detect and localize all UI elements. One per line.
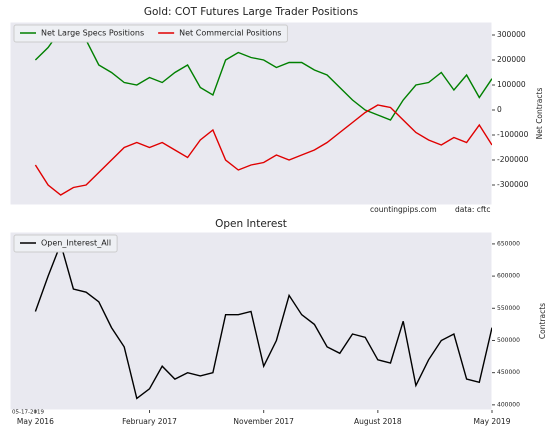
x-tick-label: November 2017 (233, 417, 294, 426)
y-tick-label: -200000 (497, 155, 529, 164)
legend-label: Net Large Specs Positions (41, 29, 144, 38)
y-tick-label: 400000 (497, 401, 520, 408)
series-line (34, 241, 492, 400)
series-line (34, 104, 492, 196)
annotation: 05-17-2019 (12, 410, 44, 416)
series-line (34, 29, 492, 121)
legend-label: Open_Interest_All (41, 239, 111, 248)
x-tick-label: February 2017 (122, 417, 177, 426)
y-tick-label: 0 (497, 105, 502, 114)
x-tick-label: August 2018 (354, 417, 402, 426)
legend-box (13, 24, 288, 43)
plot-area (9, 231, 493, 411)
y-tick-label: 450000 (497, 369, 520, 376)
y-tick-label: 300000 (497, 30, 526, 39)
y-tick-label: 550000 (497, 305, 520, 312)
y-tick-label: 600000 (497, 273, 520, 280)
y-tick-label: 200000 (497, 55, 526, 64)
x-tick-label: May 2019 (474, 417, 511, 426)
legend: Net Large Specs Positions Net Commercial … (13, 24, 288, 43)
annotation: data: cftc (455, 205, 491, 214)
legend: Open_Interest_All (13, 234, 118, 253)
y-tick-label: 650000 (497, 240, 520, 247)
annotation: countingpips.com (370, 205, 437, 214)
y-tick-label: 500000 (497, 337, 520, 344)
y-tick-label: 100000 (497, 80, 526, 89)
legend-label: Net Commercial Positions (179, 29, 281, 38)
y-tick-label: -100000 (497, 130, 529, 139)
y-axis-label: Net Contracts (535, 88, 544, 140)
y-tick-label: -300000 (497, 180, 529, 189)
chart-title: Open Interest (215, 218, 287, 230)
y-axis-label: Contracts (538, 303, 547, 339)
x-tick-label: May 2016 (17, 417, 54, 426)
chart-title: Gold: COT Futures Large Trader Positions (144, 6, 358, 18)
plot-area (9, 21, 493, 206)
legend-box (13, 234, 118, 253)
